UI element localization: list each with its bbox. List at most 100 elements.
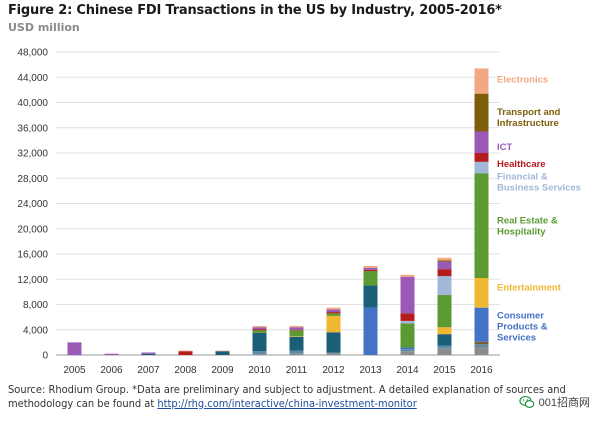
gridlines <box>56 51 500 356</box>
x-tick-label: 2005 <box>63 365 86 376</box>
bar-segment <box>400 276 415 314</box>
bar-segment <box>252 354 267 355</box>
bar-segment <box>252 332 267 352</box>
legend-label-electronics: Electronics <box>497 75 548 86</box>
bar-segment <box>326 313 341 316</box>
bar-segment <box>252 325 267 328</box>
bar-segment <box>363 267 378 270</box>
bar-segment <box>363 265 378 268</box>
bar-segment <box>400 274 415 277</box>
legend-label-transport: Transport and Infrastructure <box>497 107 561 129</box>
legend-label-healthcare: Healthcare <box>497 159 546 170</box>
source-text: Source: Rhodium Group. *Data are prelimi… <box>8 383 566 410</box>
legend: Electronics Transport and Infrastructure IC… <box>497 75 581 344</box>
y-axis-ticks: 0 4,000 8,000 12,000 16,000 20,000 24,000 28,00… <box>17 48 48 362</box>
legend-label-consumer: Consumer Products & Services <box>497 310 548 343</box>
chart-plot: 0 4,000 8,000 12,000 16,000 20,000 24,000 28,00… <box>17 48 581 377</box>
bar-segment <box>437 269 452 277</box>
source-note: Source: Rhodium Group. *Data are prelimi… <box>8 383 596 411</box>
bar-segment <box>289 327 304 330</box>
bar-segment <box>437 334 452 346</box>
bar-segment <box>400 347 415 350</box>
bar-segment <box>474 153 489 162</box>
bar-segment <box>252 330 267 333</box>
y-axis-label: USD million <box>8 21 80 34</box>
y-tick-label: 16,000 <box>17 250 48 261</box>
watermark: 001招商网 <box>514 393 594 411</box>
bar-segment <box>400 313 415 321</box>
y-tick-label: 28,000 <box>17 174 48 185</box>
bar-segment <box>326 309 341 313</box>
bar-segment <box>326 353 341 355</box>
legend-label-realestate: Real Estate & Hospitality <box>497 216 558 238</box>
bar-segment <box>215 351 230 355</box>
bar-segment <box>474 341 489 345</box>
y-tick-label: 24,000 <box>17 199 48 210</box>
y-tick-label: 40,000 <box>17 98 48 109</box>
bar-segment <box>363 271 378 286</box>
x-tick-label: 2013 <box>359 365 382 376</box>
bar-segment <box>252 327 267 330</box>
y-tick-label: 8,000 <box>23 300 48 311</box>
bar-segment <box>252 351 267 355</box>
bar-segment <box>67 342 82 355</box>
x-tick-label: 2009 <box>211 365 234 376</box>
y-tick-label: 12,000 <box>17 275 48 286</box>
bar-segment <box>400 320 415 324</box>
bar-segment <box>400 349 415 352</box>
source-link[interactable]: http://rhg.com/interactive/china-investm… <box>157 397 417 410</box>
y-tick-label: 0 <box>42 351 48 362</box>
bar-segment <box>437 345 452 349</box>
legend-label-entertainment: Entertainment <box>497 282 562 293</box>
x-tick-label: 2006 <box>100 365 123 376</box>
bar-segment <box>400 323 415 348</box>
bar-segment <box>400 351 415 355</box>
y-tick-label: 44,000 <box>17 73 48 84</box>
bar-segment <box>437 276 452 296</box>
x-axis-ticks: 2005 2006 2007 2008 2009 2010 2011 2012 2013 2014… <box>63 365 493 376</box>
bar-segment <box>326 332 341 353</box>
bars <box>67 68 489 355</box>
bar-segment <box>289 336 304 337</box>
bar-segment <box>474 131 489 153</box>
bar-segment <box>289 325 304 328</box>
x-tick-label: 2011 <box>286 365 308 376</box>
bar-segment <box>326 352 341 354</box>
bar-segment <box>474 344 489 348</box>
bar-segment <box>474 161 489 174</box>
bar-segment <box>363 285 378 308</box>
legend-label-ict: ICT <box>497 142 513 153</box>
bar-segment <box>178 350 193 352</box>
bar-segment <box>437 327 452 335</box>
x-tick-label: 2014 <box>396 365 419 376</box>
bar-segment <box>215 350 230 352</box>
bar-segment <box>141 353 156 355</box>
bar-segment <box>474 93 489 132</box>
y-tick-label: 48,000 <box>17 48 48 59</box>
x-tick-label: 2008 <box>174 365 197 376</box>
bar-segment <box>437 257 452 261</box>
bar-segment <box>474 173 489 278</box>
wechat-icon <box>518 395 534 409</box>
bar-segment <box>437 348 452 355</box>
bar-segment <box>474 307 489 342</box>
bar-segment <box>252 329 267 331</box>
bar-segment <box>326 312 341 314</box>
x-tick-label: 2015 <box>433 365 456 376</box>
bar-segment <box>474 277 489 308</box>
bar-segment <box>289 336 304 351</box>
bar-segment <box>437 260 452 262</box>
bar-segment <box>474 68 489 94</box>
bar-segment <box>474 347 489 355</box>
watermark-text: 001招商网 <box>538 397 590 409</box>
y-tick-label: 32,000 <box>17 149 48 160</box>
x-tick-label: 2016 <box>470 365 493 376</box>
x-tick-label: 2012 <box>322 365 345 376</box>
chart-title: Figure 2: Chinese FDI Transactions in th… <box>8 3 502 18</box>
bar-segment <box>289 330 304 337</box>
bar-segment <box>437 295 452 328</box>
y-tick-label: 36,000 <box>17 123 48 134</box>
bar-segment <box>326 307 341 310</box>
bar-segment <box>289 353 304 355</box>
bar-segment <box>437 261 452 270</box>
